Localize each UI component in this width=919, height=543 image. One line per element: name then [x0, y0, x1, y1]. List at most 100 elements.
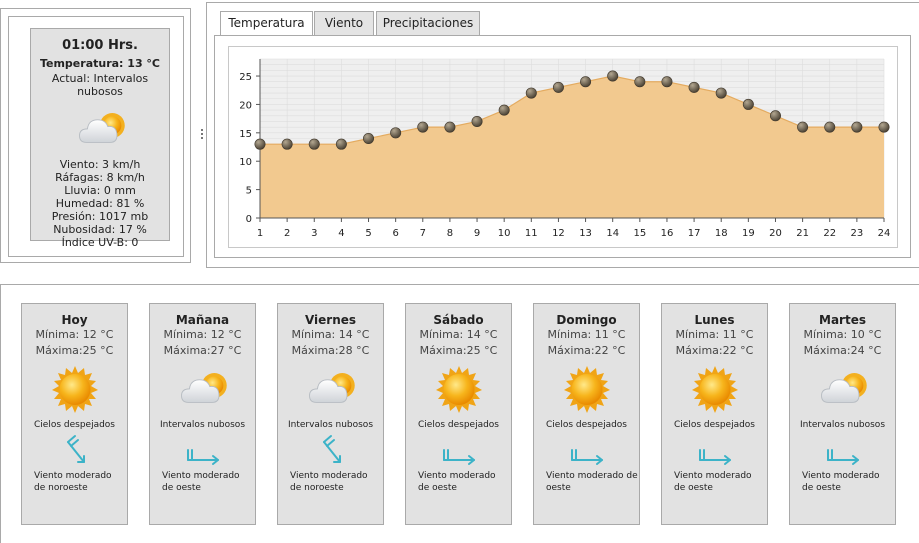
x-tick-label: 8	[447, 228, 453, 239]
data-point	[769, 110, 781, 122]
tab-precipitaciones[interactable]: Precipitaciones	[376, 11, 480, 35]
forecast-min: Mínima: 11 °C	[534, 327, 639, 343]
forecast-max: Máxima:25 °C	[22, 343, 127, 359]
sun-icon	[564, 366, 610, 413]
forecast-max: Máxima:22 °C	[534, 343, 639, 359]
forecast-max-label: Máxima:	[163, 344, 211, 357]
forecast-min-label: Mínima:	[419, 328, 464, 341]
forecast-wind-icon-wrap	[790, 430, 895, 470]
x-tick-label: 24	[878, 228, 891, 239]
wind-west-icon	[699, 449, 731, 465]
current-detail-label: Humedad:	[55, 197, 113, 210]
current-detail-row: Nubosidad: 17 %	[31, 223, 169, 236]
forecast-min-value: 10 °C	[850, 328, 882, 341]
forecast-wind-text: Viento moderado de noroeste	[22, 470, 127, 494]
forecast-day-name: Domingo	[556, 313, 617, 327]
forecast-wind-text: Viento moderado de noroeste	[278, 470, 383, 494]
forecast-wind-text: Viento moderado de oeste	[406, 470, 511, 494]
forecast-max-value: 22 °C	[722, 344, 754, 357]
partly-cloudy-icon	[309, 372, 356, 403]
forecast-wind-text: Viento moderado de oeste	[150, 470, 255, 494]
forecast-wind-line: de noroeste	[290, 483, 344, 493]
forecast-sky: Intervalos nubosos	[287, 420, 374, 430]
forecast-max-label: Máxima:	[291, 344, 339, 357]
forecast-day-card: Lunes Mínima: 11 °C Máxima:22 °C Cielos des…	[661, 303, 768, 525]
forecast-wind-line: de oeste	[674, 483, 713, 493]
forecast-wind-icon-wrap	[406, 430, 511, 470]
tab-temperatura[interactable]: Temperatura	[220, 11, 313, 37]
sun-icon	[436, 366, 482, 413]
current-detail-label: Índice UV-B:	[61, 236, 128, 249]
splitter-handle[interactable]	[200, 127, 204, 141]
x-tick-label: 3	[311, 228, 317, 239]
forecast-day-card: Sábado Mínima: 14 °C Máxima:25 °C Cielos de…	[405, 303, 512, 525]
current-detail-value: 8 km/h	[106, 171, 145, 184]
forecast-max-value: 28 °C	[338, 344, 370, 357]
forecast-min: Mínima: 12 °C	[150, 327, 255, 343]
current-conditions-frame	[8, 16, 184, 257]
data-point	[444, 121, 456, 133]
forecast-wind-line: de oeste	[418, 483, 457, 493]
forecast-max-value: 25 °C	[82, 344, 114, 357]
current-sky-label: Actual:	[51, 72, 91, 85]
forecast-wind-line: Viento moderado	[290, 471, 368, 481]
data-point	[607, 70, 619, 82]
forecast-min-value: 11 °C	[594, 328, 626, 341]
forecast-day-card: Viernes Mínima: 14 °C Máxima:28 °C Interval…	[277, 303, 384, 525]
data-point	[742, 98, 754, 110]
current-detail-row: Presión: 1017 mb	[31, 210, 169, 223]
wind-west-icon	[827, 449, 859, 465]
forecast-min-label: Mínima:	[163, 328, 208, 341]
data-point	[661, 76, 673, 88]
current-sky: Actual: Intervalos nubosos	[31, 72, 169, 98]
forecast-wind-line: de noroeste	[34, 483, 88, 493]
forecast-min: Mínima: 11 °C	[662, 327, 767, 343]
current-detail-value: 0 mm	[103, 184, 136, 197]
current-detail-value: 81 %	[116, 197, 145, 210]
current-detail-value: 1017 mb	[98, 210, 149, 223]
data-point	[634, 76, 646, 88]
current-icon-wrap	[31, 98, 169, 158]
x-tick-label: 15	[633, 228, 646, 239]
data-point	[335, 138, 347, 150]
current-temp-label: Temperatura:	[39, 57, 124, 70]
forecast-max-label: Máxima:	[675, 344, 723, 357]
data-point	[688, 81, 700, 93]
current-temperature: Temperatura: 13 °C	[31, 57, 169, 70]
y-tick-label: 20	[239, 100, 252, 111]
data-point	[471, 115, 483, 127]
current-detail-label: Presión:	[51, 210, 96, 223]
forecast-max: Máxima:25 °C	[406, 343, 511, 359]
wind-west-icon	[443, 449, 475, 465]
current-time: 01:00 Hrs.	[62, 38, 138, 53]
forecast-min-value: 14 °C	[338, 328, 370, 341]
forecast-day-name: Sábado	[433, 313, 484, 327]
x-tick-label: 5	[365, 228, 371, 239]
forecast-max-label: Máxima:	[419, 344, 467, 357]
current-detail-label: Viento:	[59, 158, 99, 171]
x-tick-label: 11	[525, 228, 538, 239]
data-point	[851, 121, 863, 133]
data-point	[498, 104, 510, 116]
data-point	[281, 138, 293, 150]
partly-cloudy-icon	[181, 372, 228, 403]
data-point	[552, 81, 564, 93]
y-tick-label: 15	[239, 129, 252, 140]
current-detail-value: 17 %	[118, 223, 147, 236]
forecast-wind-icon-wrap	[22, 430, 127, 470]
forecast-max-label: Máxima:	[803, 344, 851, 357]
forecast-sky: Cielos despejados	[674, 420, 755, 430]
forecast-min-label: Mínima:	[35, 328, 80, 341]
current-detail-label: Nubosidad:	[53, 223, 116, 236]
sun-icon	[692, 366, 738, 413]
wind-west-icon	[571, 449, 603, 465]
current-conditions-card: 01:00 Hrs. Temperatura: 13 °C Actual: In…	[30, 28, 170, 249]
forecast-min-value: 11 °C	[722, 328, 754, 341]
forecast-max: Máxima:24 °C	[790, 343, 895, 359]
data-point	[797, 121, 809, 133]
forecast-min: Mínima: 14 °C	[406, 327, 511, 343]
temperature-area	[260, 76, 884, 219]
partly-cloudy-icon	[79, 112, 126, 143]
tab-viento[interactable]: Viento	[314, 11, 374, 35]
y-tick-label: 25	[239, 72, 252, 83]
